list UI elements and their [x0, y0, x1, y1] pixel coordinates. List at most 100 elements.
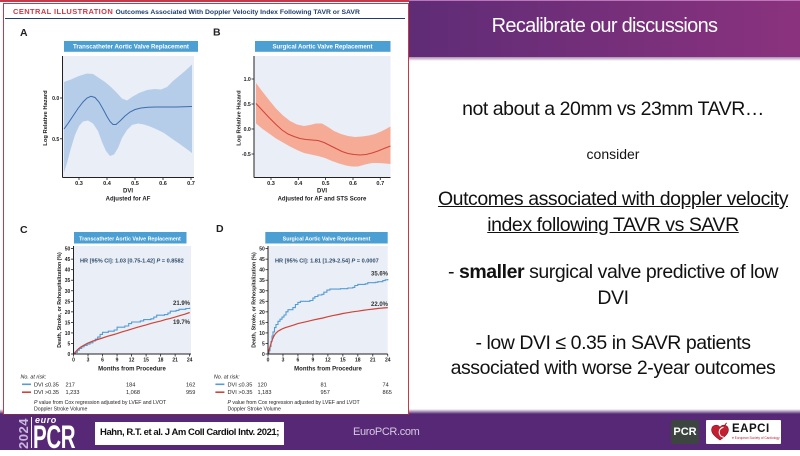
svg-text:DVI >0.35: DVI >0.35 — [228, 390, 253, 396]
svg-text:Adjusted for AF: Adjusted for AF — [106, 197, 151, 203]
svg-text:959: 959 — [186, 390, 195, 396]
svg-text:50: 50 — [259, 247, 265, 253]
svg-text:DVI: DVI — [123, 189, 133, 195]
svg-text:D: D — [216, 223, 224, 235]
svg-text:35: 35 — [65, 278, 71, 284]
svg-text:Transcatheter Aortic Valve Rep: Transcatheter Aortic Valve Replacement — [79, 236, 181, 242]
svg-text:5: 5 — [262, 341, 265, 347]
svg-text:184: 184 — [126, 382, 135, 388]
svg-text:20: 20 — [65, 310, 71, 316]
svg-text:35.6%: 35.6% — [371, 272, 389, 278]
svg-text:0: 0 — [68, 352, 71, 358]
svg-text:12: 12 — [325, 358, 331, 364]
svg-text:18: 18 — [355, 358, 361, 364]
svg-text:Months from Procedure: Months from Procedure — [294, 367, 362, 373]
svg-text:957: 957 — [321, 390, 330, 396]
svg-text:120: 120 — [258, 382, 267, 388]
svg-text:0.0: 0.0 — [244, 127, 251, 133]
svg-text:1,068: 1,068 — [126, 390, 140, 396]
svg-text:0.7: 0.7 — [187, 181, 195, 187]
svg-text:20: 20 — [259, 310, 265, 316]
svg-text:3: 3 — [282, 358, 285, 364]
svg-text:15: 15 — [259, 320, 265, 326]
svg-text:35: 35 — [259, 278, 265, 284]
svg-text:Death, Stroke, or Rehospitaliz: Death, Stroke, or Rehospitalization (%) — [57, 252, 63, 348]
svg-text:21: 21 — [172, 358, 178, 364]
svg-text:21: 21 — [370, 358, 376, 364]
svg-text:25: 25 — [259, 299, 265, 305]
svg-text:0.3: 0.3 — [75, 181, 83, 187]
svg-text:0.0: 0.0 — [52, 96, 59, 102]
svg-text:24: 24 — [385, 358, 391, 364]
svg-text:30: 30 — [65, 289, 71, 295]
svg-text:Surgical Aortic Valve Replacem: Surgical Aortic Valve Replacement — [283, 236, 371, 242]
svg-text:P value from Cox regression ad: P value from Cox regression adjusted by … — [228, 400, 361, 406]
svg-text:Months from Procedure: Months from Procedure — [98, 367, 166, 373]
svg-text:162: 162 — [186, 382, 195, 388]
svg-text:19.7%: 19.7% — [173, 320, 191, 326]
svg-text:0.3: 0.3 — [267, 181, 275, 187]
svg-text:6: 6 — [101, 358, 104, 364]
svg-text:21.9%: 21.9% — [173, 301, 191, 307]
svg-text:24: 24 — [187, 358, 193, 364]
svg-text:0.5: 0.5 — [131, 181, 139, 187]
svg-text:C: C — [20, 224, 28, 236]
svg-text:Log Relative Hazard: Log Relative Hazard — [236, 90, 242, 146]
svg-text:0: 0 — [262, 352, 265, 358]
svg-text:0.6: 0.6 — [159, 181, 167, 187]
svg-text:50: 50 — [65, 247, 71, 253]
svg-text:0.4: 0.4 — [103, 181, 112, 187]
svg-text:15: 15 — [65, 320, 71, 326]
svg-text:1,233: 1,233 — [66, 390, 80, 396]
svg-text:P value from Cox regression ad: P value from Cox regression adjusted by … — [34, 400, 167, 406]
svg-text:40: 40 — [259, 268, 265, 274]
svg-text:HR [95% CI]: 1.81 [1.29-2.54]: HR [95% CI]: 1.81 [1.29-2.54] P = 0.0007 — [275, 259, 379, 265]
svg-text:10: 10 — [259, 331, 265, 337]
svg-text:9: 9 — [116, 358, 119, 364]
svg-text:25: 25 — [65, 299, 71, 305]
svg-text:74: 74 — [383, 382, 389, 388]
svg-text:DVI >0.35: DVI >0.35 — [34, 390, 59, 396]
svg-text:217: 217 — [66, 382, 75, 388]
svg-text:DVI: DVI — [317, 189, 327, 195]
svg-text:Transcatheter Aortic Valve Rep: Transcatheter Aortic Valve Replacement — [73, 44, 189, 51]
svg-text:30: 30 — [259, 289, 265, 295]
svg-text:No. at risk:: No. at risk: — [21, 375, 47, 381]
svg-text:15: 15 — [143, 358, 149, 364]
svg-text:1,183: 1,183 — [258, 390, 272, 396]
svg-text:1.0: 1.0 — [244, 77, 251, 83]
svg-text:0: 0 — [72, 358, 75, 364]
svg-text:865: 865 — [383, 390, 392, 396]
svg-text:DVI ≤0.35: DVI ≤0.35 — [34, 382, 59, 388]
svg-text:0.4: 0.4 — [294, 181, 303, 187]
svg-text:0.6: 0.6 — [349, 181, 357, 187]
svg-text:6: 6 — [297, 358, 300, 364]
svg-text:10: 10 — [65, 331, 71, 337]
svg-text:3: 3 — [87, 358, 90, 364]
svg-text:9: 9 — [312, 358, 315, 364]
svg-text:Adjusted for AF and STS Score: Adjusted for AF and STS Score — [278, 197, 367, 203]
svg-text:22.0%: 22.0% — [371, 302, 389, 308]
svg-text:-0.5: -0.5 — [242, 152, 251, 158]
svg-text:Death, Stroke, or Rehospitaliz: Death, Stroke, or Rehospitalization (%) — [252, 252, 258, 348]
svg-text:0.5: 0.5 — [52, 137, 59, 143]
svg-text:0: 0 — [267, 358, 270, 364]
svg-text:45: 45 — [65, 257, 71, 263]
svg-text:Surgical Aortic Valve Replacem: Surgical Aortic Valve Replacement — [272, 44, 372, 51]
svg-text:15: 15 — [340, 358, 346, 364]
svg-text:0.7: 0.7 — [376, 181, 384, 187]
svg-text:18: 18 — [158, 358, 164, 364]
svg-text:No. at risk:: No. at risk: — [214, 375, 240, 381]
svg-text:Doppler Stroke Volume: Doppler Stroke Volume — [34, 406, 87, 412]
svg-text:0.5: 0.5 — [322, 181, 330, 187]
svg-text:5: 5 — [68, 341, 71, 347]
svg-text:HR [95% CI]: 1.03 [0.75-1.42]: HR [95% CI]: 1.03 [0.75-1.42] P = 0.8582 — [80, 259, 184, 265]
svg-text:A: A — [20, 27, 28, 39]
svg-text:45: 45 — [259, 257, 265, 263]
svg-text:0.5: 0.5 — [244, 102, 251, 108]
svg-text:81: 81 — [321, 382, 327, 388]
svg-text:Log Relative Hazard: Log Relative Hazard — [43, 90, 49, 146]
svg-text:Doppler Stroke Volume: Doppler Stroke Volume — [228, 406, 281, 412]
svg-text:12: 12 — [129, 358, 135, 364]
svg-text:40: 40 — [65, 268, 71, 274]
